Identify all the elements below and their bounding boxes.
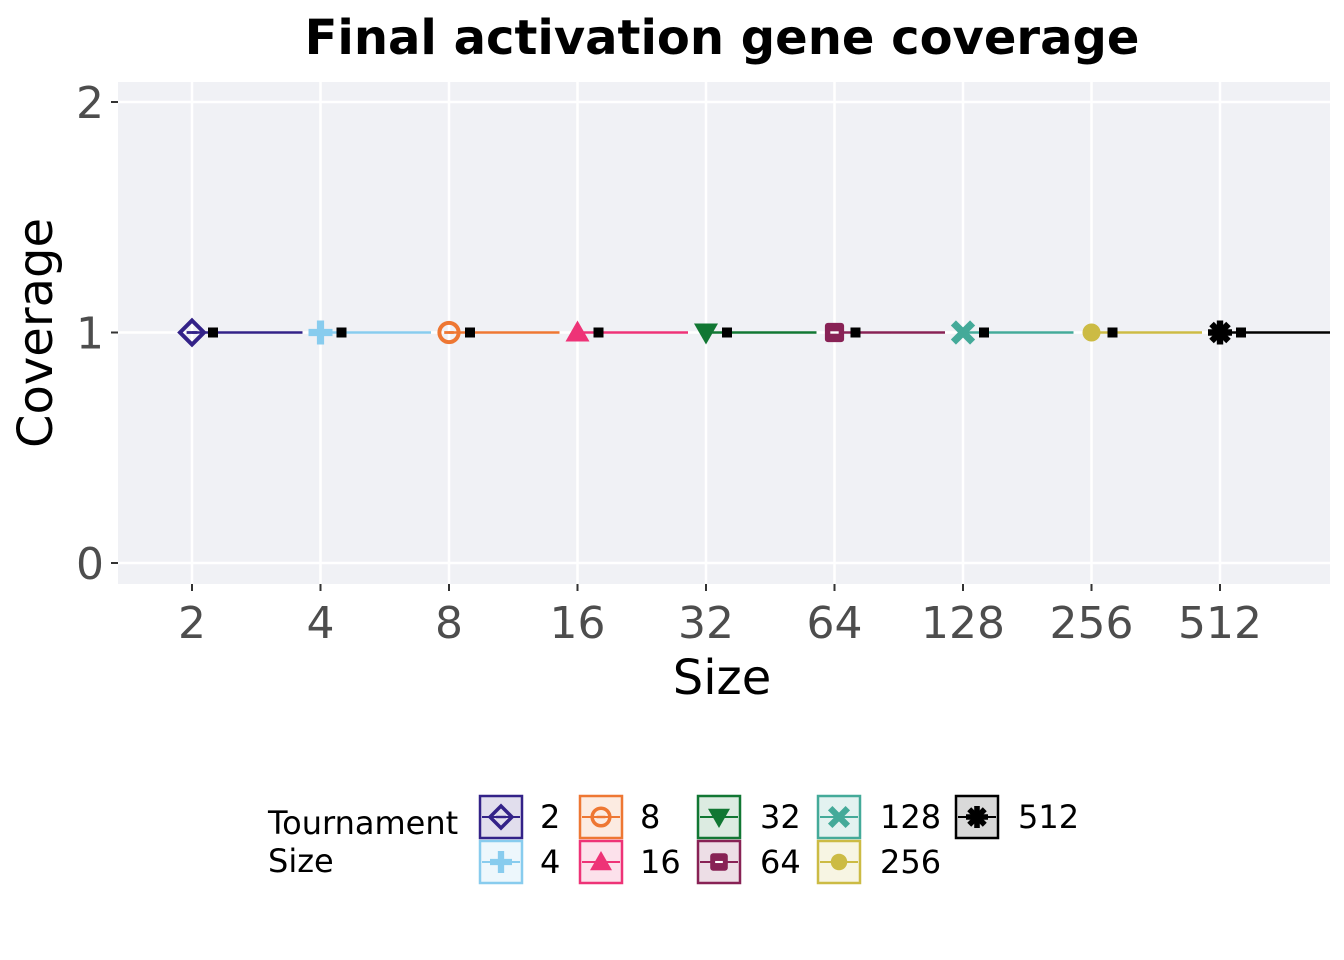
- summary-point-8: [465, 327, 475, 338]
- data-point-2: [177, 317, 207, 348]
- x-axis-title: Size: [673, 650, 772, 706]
- legend-label-512: 512: [1018, 798, 1079, 836]
- series-8: [437, 320, 560, 345]
- legend-item-8: 8: [578, 794, 660, 840]
- legend-item-256: 256: [816, 839, 941, 885]
- legend-item-32: 32: [696, 794, 801, 840]
- y-axis-title: Coverage: [8, 218, 64, 448]
- x-tick-label: 512: [1178, 598, 1262, 649]
- summary-point-64: [850, 327, 861, 338]
- chart-title: Final activation gene coverage: [305, 10, 1140, 66]
- axes: 0 1 2 2 4 8 16 32 64 128 256 512: [76, 78, 1262, 649]
- legend-symbol-2: [487, 803, 515, 831]
- y-tick-label: 0: [76, 539, 104, 590]
- summary-point-128: [979, 327, 989, 338]
- legend-symbol-4: [490, 851, 512, 873]
- legend-item-512: 512: [954, 794, 1079, 840]
- summary-point-2: [208, 327, 218, 338]
- summary-point-32: [722, 327, 732, 338]
- legend-label-2: 2: [540, 798, 560, 836]
- data-point-8: [437, 320, 461, 345]
- legend-symbol-256: [830, 853, 848, 871]
- x-tick-label: 128: [921, 598, 1005, 649]
- series-32: [694, 323, 817, 345]
- data-point-4: [308, 320, 333, 345]
- series-4: [308, 320, 431, 345]
- legend-symbol-8: [590, 806, 612, 828]
- data-point-512: [1208, 320, 1232, 345]
- legend-label-4: 4: [540, 843, 560, 881]
- data-point-64: [824, 322, 845, 343]
- summary-point-16: [593, 327, 604, 338]
- legend-label-32: 32: [760, 798, 801, 836]
- series-16: [565, 320, 688, 342]
- x-tick-label: 2: [178, 598, 206, 649]
- y-tick-label: 2: [76, 78, 104, 129]
- x-tick-label: 32: [678, 598, 734, 649]
- data-point-256: [1082, 323, 1101, 342]
- x-tick-label: 16: [550, 598, 606, 649]
- summary-point-4: [336, 327, 347, 338]
- series-128: [950, 320, 1074, 345]
- legend-item-4: 4: [478, 839, 560, 885]
- legend-item-16: 16: [578, 839, 681, 885]
- x-tick-label: 8: [435, 598, 463, 649]
- legend-symbol-512: [966, 806, 988, 828]
- legend-symbol-16: [590, 851, 612, 871]
- summary-point-512: [1236, 327, 1246, 338]
- series-256: [1082, 323, 1202, 342]
- x-tick-label: 64: [807, 598, 863, 649]
- legend-label-128: 128: [880, 798, 941, 836]
- legend-label-8: 8: [640, 798, 660, 836]
- legend-item-64: 64: [696, 839, 801, 885]
- legend-label-64: 64: [760, 843, 801, 881]
- data-point-16: [565, 320, 590, 342]
- x-tick-label: 4: [307, 598, 335, 649]
- summary-point-256: [1107, 327, 1118, 338]
- legend-title-line-2: Size: [268, 842, 334, 880]
- legend-symbol-64: [710, 853, 728, 871]
- data-point-128: [950, 320, 976, 345]
- legend-symbol-128: [827, 805, 851, 829]
- legend-item-2: 2: [478, 794, 560, 840]
- legend-title-line-1: Tournament: [267, 804, 458, 842]
- series-2: [177, 317, 303, 348]
- legend-label-16: 16: [640, 843, 681, 881]
- legend-symbol-32: [708, 808, 730, 828]
- series-512: [1208, 320, 1330, 345]
- y-tick-label: 1: [76, 309, 104, 360]
- data-point-32: [694, 323, 718, 345]
- series-layer: [177, 317, 1330, 348]
- series-64: [824, 322, 945, 343]
- x-tick-label: 256: [1050, 598, 1134, 649]
- legend-item-128: 128: [816, 794, 941, 840]
- legend-label-256: 256: [880, 843, 941, 881]
